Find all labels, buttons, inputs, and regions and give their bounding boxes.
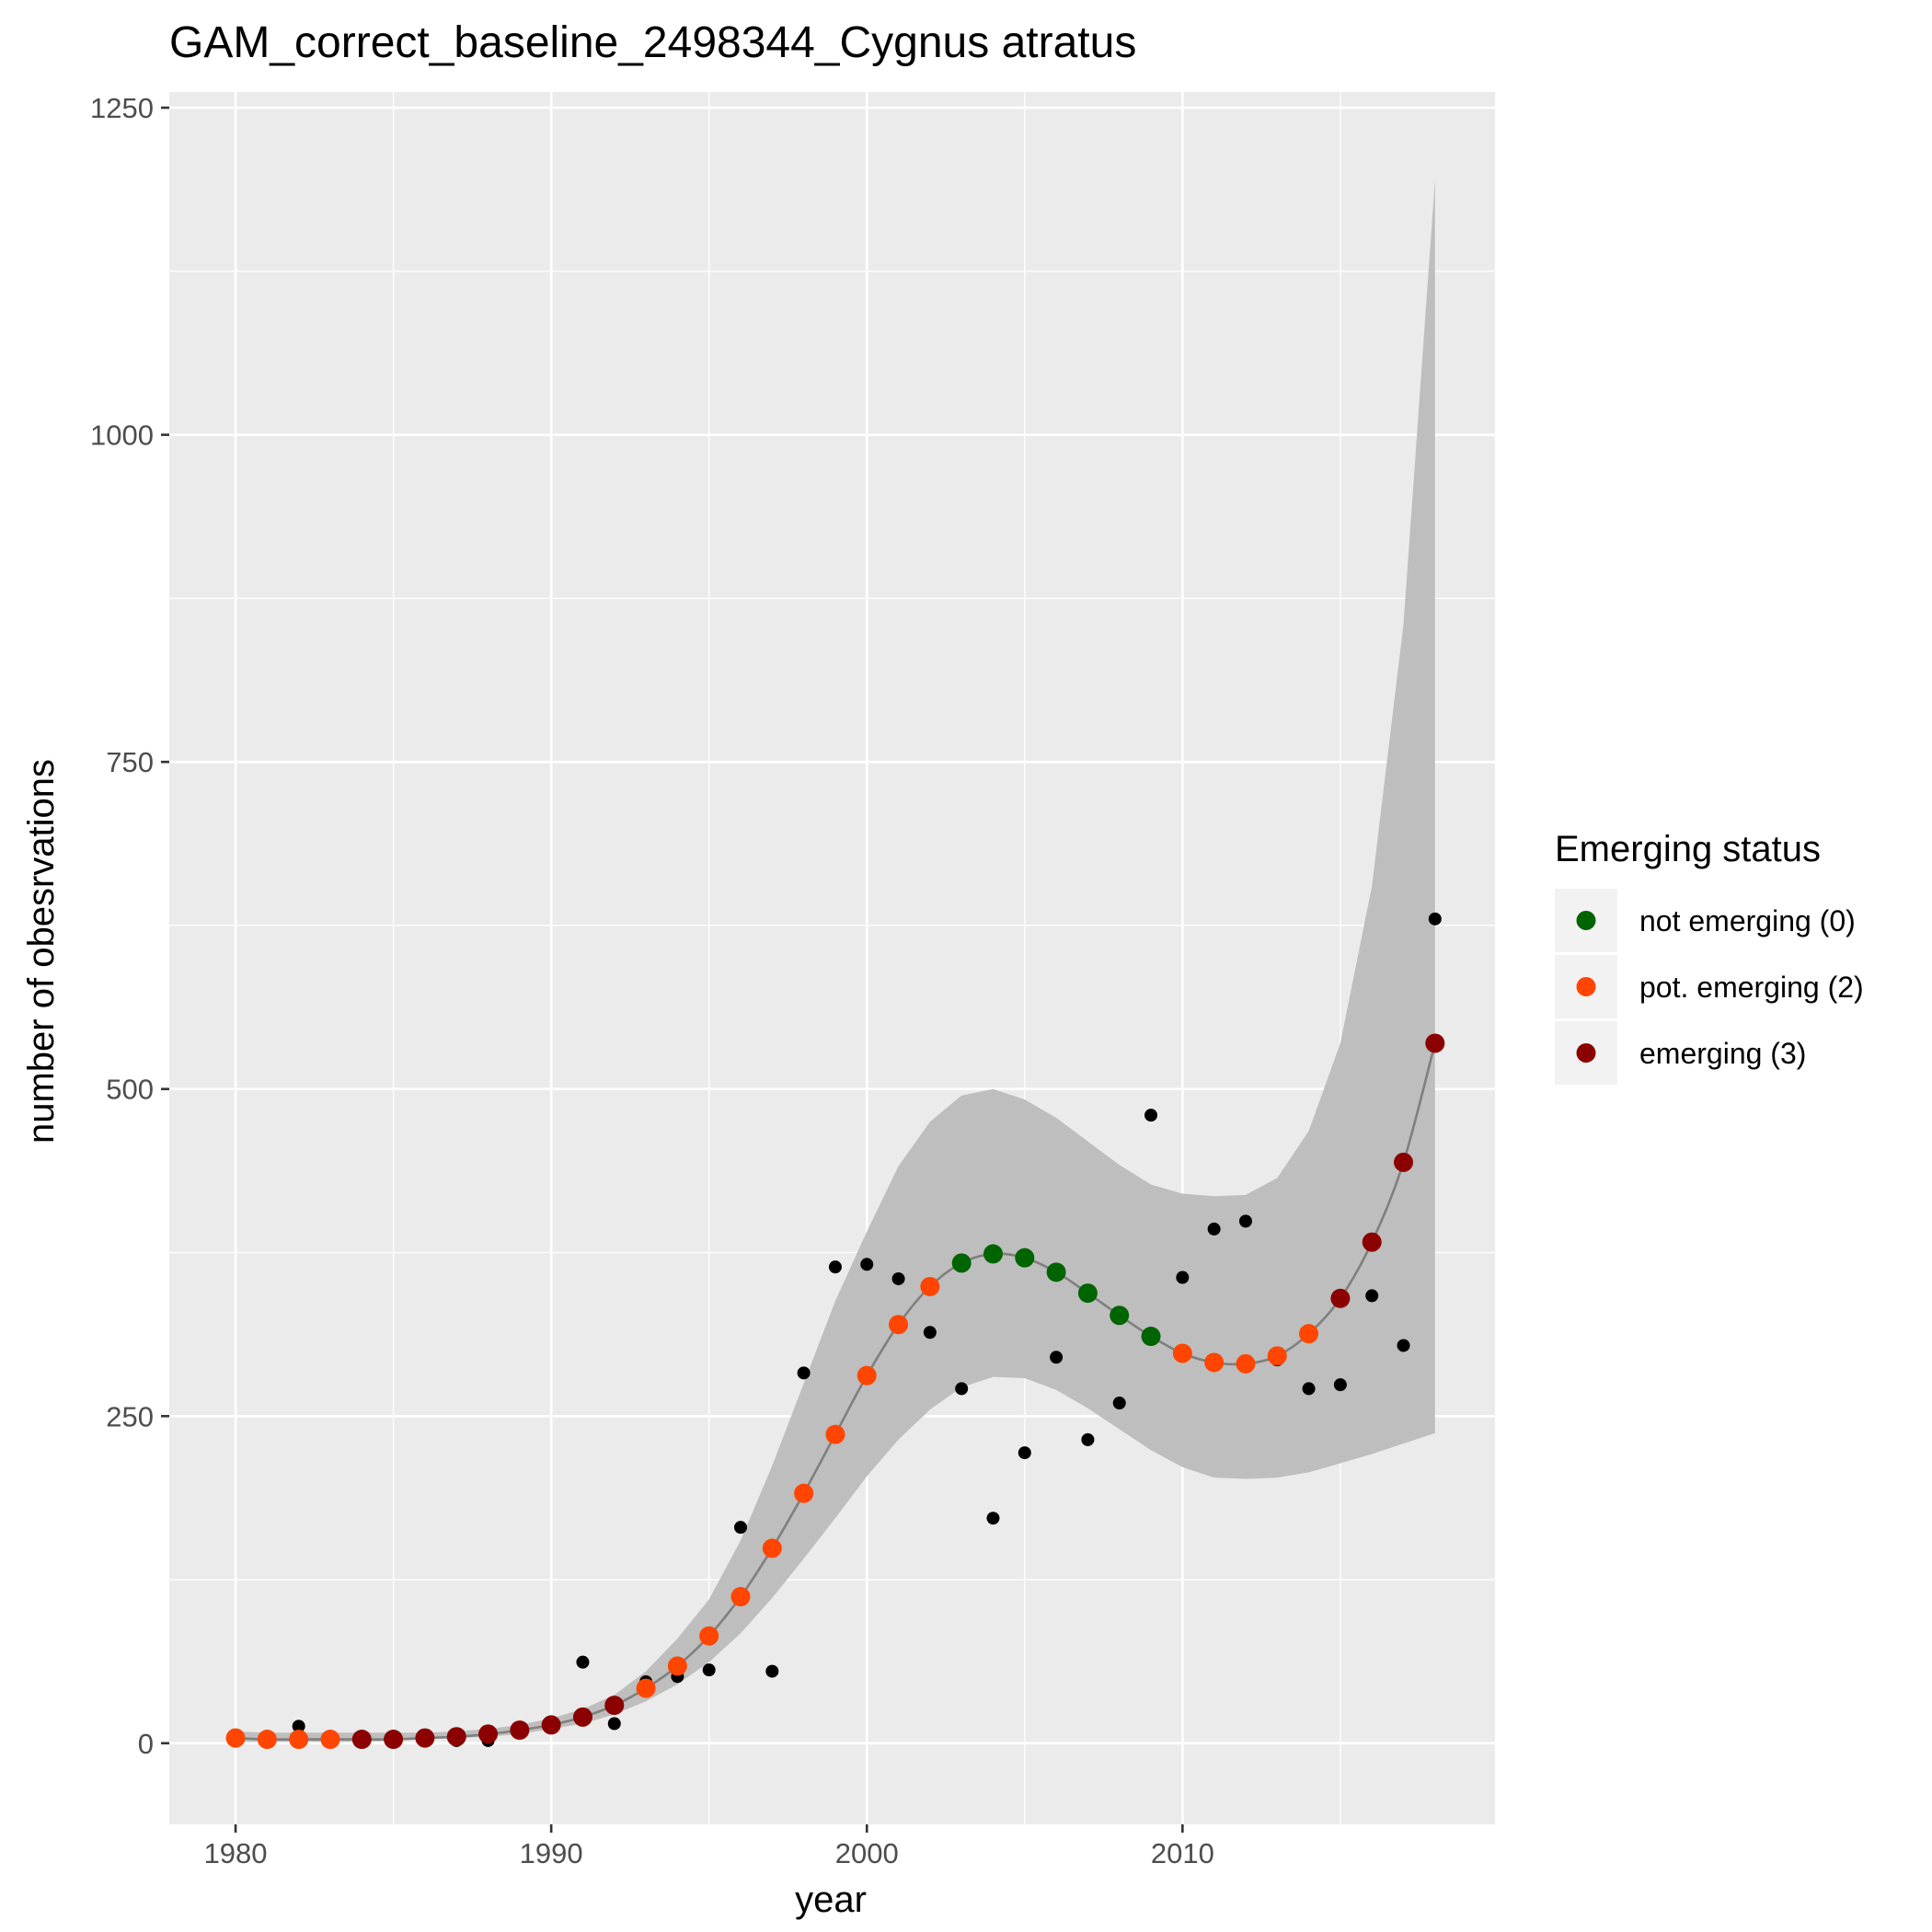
fit-point — [1236, 1353, 1256, 1374]
legend-label: pot. emerging (2) — [1639, 971, 1864, 1004]
fit-point — [572, 1707, 592, 1727]
observed-point — [1302, 1382, 1316, 1396]
legend-swatch — [1576, 1043, 1596, 1063]
observed-point — [1018, 1446, 1031, 1460]
observed-point — [702, 1663, 716, 1677]
y-axis-ticks: 0 250 500 750 1000 1250 — [90, 92, 169, 1760]
y-tick-label: 0 — [138, 1728, 154, 1760]
fit-point — [257, 1730, 277, 1750]
fit-point — [889, 1315, 909, 1335]
observed-point — [1081, 1432, 1095, 1446]
fit-point — [920, 1276, 940, 1296]
fit-point — [415, 1728, 435, 1748]
fit-point — [225, 1728, 246, 1748]
observed-point — [923, 1326, 937, 1340]
fit-point — [1425, 1033, 1445, 1053]
fit-point — [699, 1626, 719, 1646]
observed-point — [1144, 1109, 1158, 1122]
x-tick-label: 2010 — [1151, 1837, 1214, 1869]
observed-point — [1112, 1397, 1126, 1410]
observed-point — [576, 1655, 590, 1669]
legend-label: not emerging (0) — [1639, 904, 1856, 937]
major-gridlines — [169, 92, 1495, 1824]
fit-point — [1362, 1232, 1382, 1252]
y-tick-label: 500 — [106, 1074, 154, 1106]
fit-point — [541, 1715, 561, 1735]
fit-point — [1110, 1305, 1130, 1326]
legend-label: emerging (3) — [1639, 1037, 1806, 1070]
legend-swatch — [1576, 911, 1596, 930]
plot-panel — [169, 92, 1495, 1824]
fit-point — [1077, 1283, 1098, 1304]
confidence-ribbon — [236, 179, 1435, 1742]
observed-point — [986, 1512, 1000, 1525]
fit-point — [604, 1696, 625, 1716]
y-tick-label: 250 — [106, 1400, 154, 1432]
observed-point — [292, 1719, 305, 1733]
legend-items: not emerging (0) pot. emerging (2) emergin… — [1555, 889, 1864, 1085]
observed-point — [797, 1366, 811, 1380]
fit-point — [636, 1678, 656, 1698]
fit-point — [794, 1483, 814, 1503]
fit-point — [1015, 1248, 1035, 1268]
observed-point — [828, 1260, 842, 1274]
fit-points — [225, 1033, 1445, 1750]
fit-point — [289, 1730, 309, 1750]
fit-point — [446, 1727, 466, 1747]
observed-point — [955, 1382, 969, 1396]
fit-point — [825, 1424, 845, 1444]
observed-point — [1207, 1222, 1221, 1236]
y-tick-label: 1000 — [90, 420, 154, 452]
legend-title: Emerging status — [1555, 829, 1821, 869]
fit-point — [510, 1720, 530, 1741]
fit-point — [1172, 1343, 1192, 1363]
legend: Emerging status not emerging (0) pot. eme… — [1555, 829, 1864, 1085]
y-tick-label: 1250 — [90, 92, 154, 124]
fit-point — [1299, 1324, 1319, 1344]
observed-point — [765, 1664, 779, 1678]
observed-point — [1365, 1289, 1379, 1303]
y-axis-title: number of obesrvations — [21, 759, 62, 1144]
fit-point — [1141, 1327, 1161, 1347]
fit-point — [667, 1656, 687, 1676]
fit-point — [983, 1244, 1003, 1264]
observed-point — [1050, 1351, 1064, 1364]
observed-point — [1238, 1214, 1252, 1228]
chart-title: GAM_correct_baseline_2498344_Cygnus atra… — [169, 18, 1136, 67]
observed-point — [1397, 1339, 1410, 1352]
observed-point — [734, 1521, 748, 1535]
observed-point — [1176, 1271, 1190, 1284]
fit-point — [762, 1538, 782, 1558]
fit-point — [857, 1365, 877, 1386]
observed-point — [1333, 1378, 1347, 1392]
observed-point — [891, 1271, 905, 1285]
fit-point — [1267, 1346, 1287, 1366]
x-tick-label: 2000 — [835, 1837, 899, 1869]
observed-point — [1428, 912, 1442, 926]
fit-point — [320, 1730, 340, 1750]
fit-point — [730, 1587, 751, 1607]
x-tick-label: 1990 — [520, 1837, 583, 1869]
fit-point — [1330, 1288, 1351, 1308]
observed-point — [860, 1258, 874, 1271]
fit-point — [351, 1730, 372, 1750]
x-axis-title: year — [795, 1880, 867, 1920]
y-tick-label: 750 — [106, 746, 154, 778]
legend-swatch — [1576, 977, 1596, 996]
observed-point — [607, 1717, 621, 1731]
fit-point — [384, 1730, 404, 1750]
minor-gridlines — [169, 92, 1495, 1824]
x-tick-label: 1980 — [204, 1837, 268, 1869]
fit-point — [1394, 1152, 1414, 1172]
fit-point — [951, 1253, 972, 1273]
fit-point — [478, 1724, 499, 1744]
fit-point — [1046, 1262, 1066, 1282]
fit-point — [1204, 1352, 1225, 1373]
x-axis-ticks: 1980 1990 2000 2010 — [204, 1824, 1214, 1869]
